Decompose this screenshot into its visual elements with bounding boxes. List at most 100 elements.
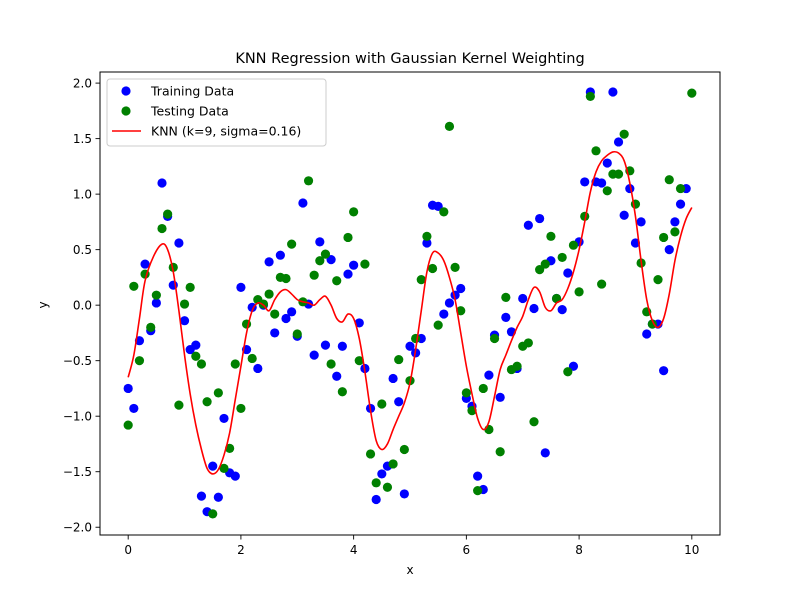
data-point [416, 275, 426, 285]
data-point [377, 469, 387, 479]
data-point [264, 289, 274, 299]
data-point [270, 309, 280, 319]
x-tick-label: 0 [124, 543, 132, 557]
data-point [394, 397, 404, 407]
data-point [450, 262, 460, 273]
y-tick-label: −1.0 [63, 409, 92, 423]
plot-area [123, 87, 697, 519]
data-point [157, 178, 167, 188]
x-tick-label: 10 [684, 543, 699, 557]
data-point [597, 279, 607, 289]
data-point [236, 282, 246, 292]
data-point [664, 175, 674, 185]
data-point [613, 137, 624, 147]
data-point [523, 220, 533, 230]
data-point [478, 383, 488, 394]
data-point [580, 177, 590, 187]
data-point [270, 328, 280, 338]
data-point [191, 340, 201, 350]
data-point [636, 217, 646, 227]
data-point [439, 309, 449, 319]
data-point [247, 353, 257, 364]
data-point [123, 420, 133, 430]
data-point [151, 290, 161, 300]
data-point [253, 363, 263, 374]
data-point [332, 371, 342, 381]
data-point [512, 361, 522, 371]
data-point [315, 237, 325, 247]
data-point [433, 320, 443, 330]
data-point [653, 275, 663, 285]
data-point [489, 333, 500, 344]
data-point [287, 307, 297, 317]
data-point [332, 276, 342, 286]
data-point [174, 238, 184, 248]
data-point [230, 359, 240, 369]
data-point [354, 356, 364, 366]
data-point [574, 287, 584, 297]
data-point [382, 482, 393, 492]
data-point [275, 250, 285, 260]
x-axis: 0 2 4 6 8 10 [124, 535, 699, 557]
legend-label: Training Data [150, 84, 234, 99]
x-tick-label: 2 [237, 543, 245, 557]
y-tick-label: 0.5 [73, 243, 92, 257]
data-point [540, 259, 550, 269]
data-point [444, 121, 455, 132]
data-point [281, 313, 291, 324]
data-point [540, 448, 550, 458]
data-point [568, 361, 579, 371]
data-point [146, 322, 156, 332]
x-tick-label: 8 [575, 543, 583, 557]
data-point [619, 129, 629, 139]
data-point [168, 262, 178, 273]
data-point [551, 293, 562, 304]
data-point [659, 366, 669, 376]
data-point [444, 298, 455, 308]
data-point [208, 461, 218, 471]
data-point [371, 478, 381, 488]
data-point [580, 211, 590, 221]
legend-item: Testing Data [121, 104, 229, 119]
data-point [613, 169, 624, 179]
data-point [337, 341, 347, 351]
data-point [191, 351, 201, 361]
data-point [354, 318, 364, 328]
chart-title: KNN Regression with Gaussian Kernel Weig… [235, 51, 584, 67]
data-point [602, 158, 612, 168]
data-point [185, 282, 195, 292]
data-point [461, 388, 471, 398]
data-point [320, 249, 331, 259]
data-point [151, 298, 161, 308]
data-point [343, 269, 353, 279]
data-point [349, 260, 359, 270]
data-point [501, 292, 511, 302]
x-axis-label: x [406, 563, 413, 577]
data-point [179, 316, 190, 326]
legend-marker [121, 86, 131, 96]
data-point [326, 255, 336, 265]
data-point [518, 293, 528, 304]
data-point [591, 146, 601, 156]
data-point [196, 359, 207, 369]
data-point [619, 210, 629, 220]
data-point [642, 329, 652, 339]
data-point [287, 239, 297, 249]
data-point [433, 201, 443, 211]
data-point [140, 259, 150, 269]
legend: Training Data Testing Data KNN (k=9, sigma… [106, 78, 327, 147]
knn-regression-line [127, 150, 693, 475]
data-point [371, 494, 381, 505]
data-point [129, 281, 139, 291]
data-point [687, 88, 697, 98]
data-point [405, 341, 415, 351]
data-point [365, 449, 376, 459]
data-point [557, 252, 567, 263]
x-tick-label: 4 [350, 543, 358, 557]
data-point [456, 306, 466, 316]
data-point [196, 491, 207, 501]
data-point [315, 256, 325, 266]
data-point [456, 283, 466, 294]
data-point [281, 273, 291, 284]
data-point [664, 245, 674, 255]
